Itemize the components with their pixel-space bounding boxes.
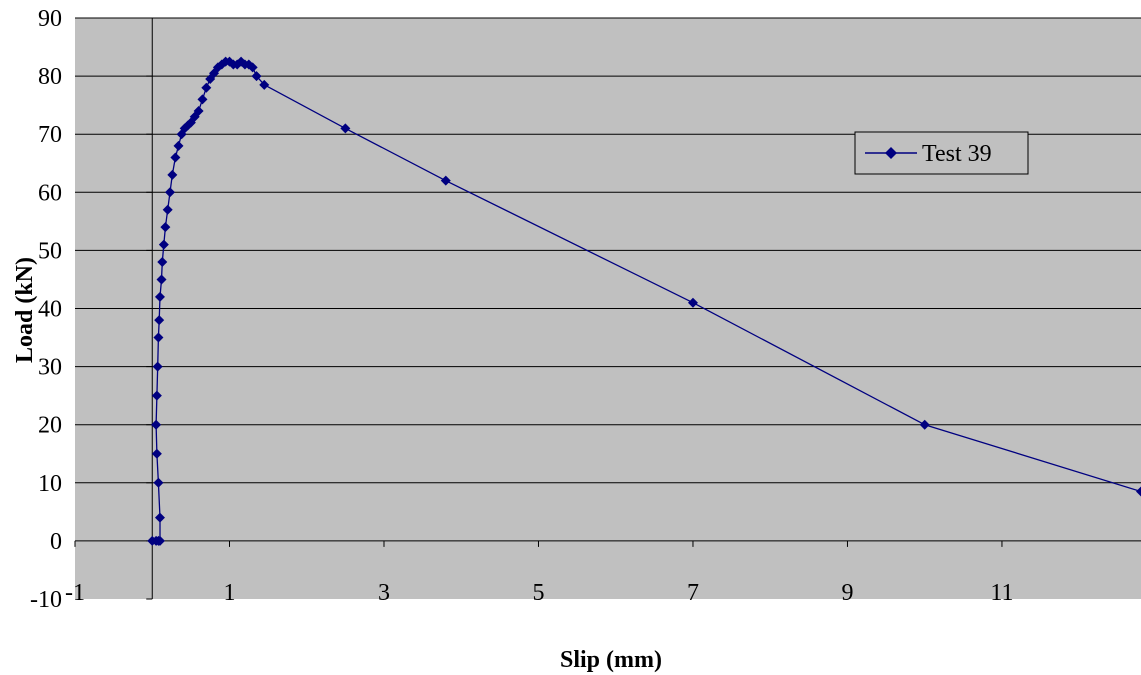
y-tick-label: 30 bbox=[38, 355, 62, 381]
legend: Test 39 bbox=[854, 131, 1029, 175]
y-tick-label: -10 bbox=[30, 587, 62, 613]
data-point bbox=[167, 169, 178, 180]
data-point bbox=[251, 71, 262, 82]
y-tick-labels: -10 0 10 20 30 40 50 60 70 80 90 bbox=[30, 6, 62, 613]
data-point bbox=[158, 239, 169, 250]
data-point bbox=[151, 448, 162, 459]
data-point bbox=[201, 82, 212, 93]
x-tick-label: 9 bbox=[841, 580, 853, 606]
data-point bbox=[232, 59, 243, 70]
data-point bbox=[247, 62, 258, 73]
y-tick-label: 70 bbox=[38, 122, 62, 148]
data-point bbox=[154, 512, 165, 523]
y-tick-label: 60 bbox=[38, 180, 62, 206]
y-tick-label: 20 bbox=[38, 413, 62, 439]
x-tick-label: 3 bbox=[378, 580, 390, 606]
data-point bbox=[162, 204, 173, 215]
legend-diamond-icon bbox=[885, 147, 897, 159]
data-point bbox=[687, 297, 698, 308]
data-point bbox=[151, 419, 162, 430]
y-tick-label: 50 bbox=[38, 238, 62, 264]
data-point bbox=[193, 105, 204, 116]
y-tick-label: 40 bbox=[38, 297, 62, 323]
x-tick-label: 11 bbox=[990, 580, 1013, 606]
data-point bbox=[151, 390, 162, 401]
data-point bbox=[197, 94, 208, 105]
y-axis-title: Load (kN) bbox=[12, 257, 38, 363]
data-point bbox=[340, 123, 351, 134]
legend-label: Test 39 bbox=[922, 141, 992, 167]
x-tick-label: 5 bbox=[532, 580, 544, 606]
data-point bbox=[919, 419, 930, 430]
data-point bbox=[1136, 486, 1141, 497]
data-point bbox=[157, 257, 168, 268]
data-point bbox=[154, 315, 165, 326]
x-tick-label: 1 bbox=[223, 580, 235, 606]
data-point bbox=[216, 59, 227, 70]
data-point bbox=[153, 477, 164, 488]
x-tick-labels: -1 1 3 5 7 9 11 bbox=[65, 580, 1014, 606]
data-point bbox=[154, 291, 165, 302]
data-point bbox=[259, 79, 270, 90]
data-point bbox=[170, 152, 181, 163]
x-tick-label: 7 bbox=[687, 580, 699, 606]
data-point bbox=[160, 222, 171, 233]
y-tick-label: 10 bbox=[38, 471, 62, 497]
data-point bbox=[153, 332, 164, 343]
data-point bbox=[173, 140, 184, 151]
data-point bbox=[440, 175, 451, 186]
data-point bbox=[152, 361, 163, 372]
x-tick-label: -1 bbox=[65, 580, 85, 606]
axes bbox=[74, 17, 1141, 600]
data-point bbox=[156, 274, 167, 285]
data-point bbox=[154, 535, 165, 546]
data-point bbox=[165, 187, 176, 198]
series-layer bbox=[147, 56, 1141, 546]
y-tick-label: 90 bbox=[38, 6, 62, 32]
y-tick-label: 80 bbox=[38, 64, 62, 90]
x-axis-title: Slip (mm) bbox=[560, 647, 662, 673]
y-tick-label: 0 bbox=[50, 529, 62, 555]
